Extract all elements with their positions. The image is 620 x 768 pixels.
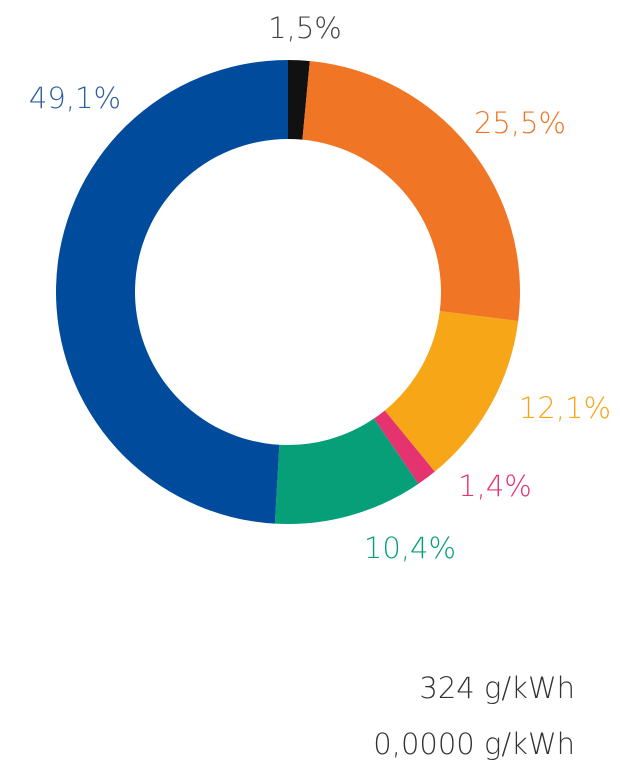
data-label: 10,4%	[364, 531, 456, 565]
donut-segment	[288, 60, 310, 140]
donut-segment	[384, 311, 519, 472]
donut-segment	[274, 418, 419, 524]
data-label: 1,5%	[268, 11, 342, 45]
donut-segment	[302, 61, 520, 322]
donut-segment	[56, 60, 288, 524]
footer-line: 0,0000 g/kWh	[373, 727, 575, 761]
data-label: 1,4%	[458, 469, 532, 503]
donut-segment	[373, 410, 435, 484]
data-label: 12,1%	[519, 391, 611, 425]
data-label: 25,5%	[474, 106, 566, 140]
footer-line: 324 g/kWh	[419, 671, 575, 705]
data-label: 49,1%	[29, 81, 121, 115]
